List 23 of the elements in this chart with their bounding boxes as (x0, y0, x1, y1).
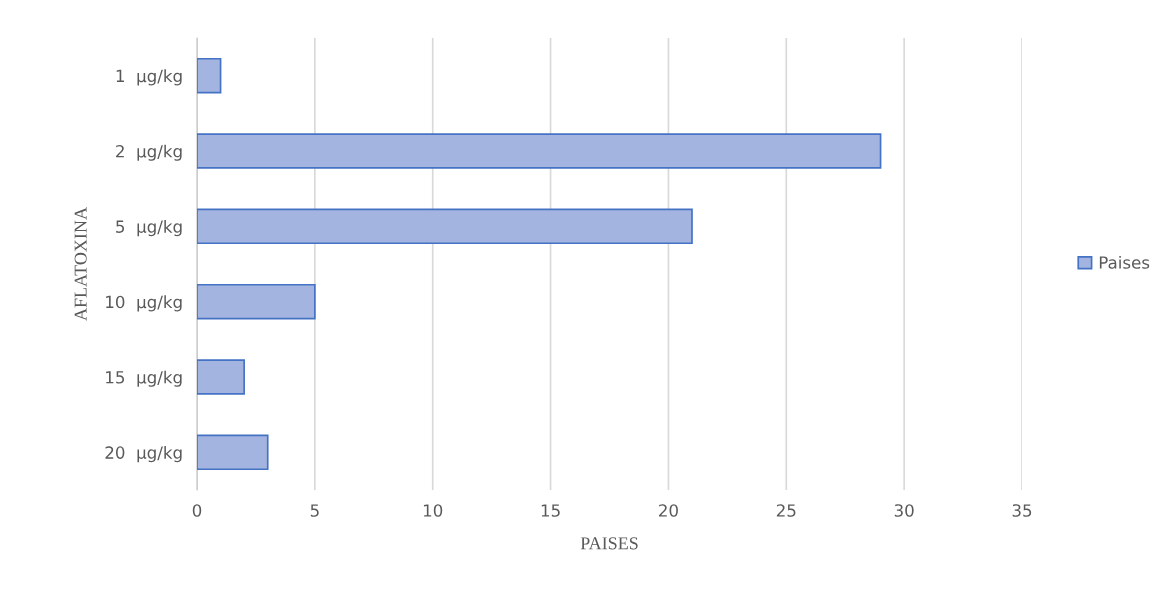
y-axis-title: AFLATOXINA (74, 207, 87, 321)
x-axis-title: PAISES (580, 537, 638, 550)
x-tick-label: 0 (192, 504, 202, 517)
bar (197, 434, 269, 471)
x-tick-label: 30 (894, 504, 914, 517)
y-tick-label: 2 µg/kg (116, 144, 182, 161)
y-tick-label: 10 µg/kg (106, 295, 182, 312)
y-tick-label: 15 µg/kg (106, 370, 182, 387)
legend-label: Paises (1099, 255, 1150, 269)
x-tick-label: 20 (659, 504, 678, 517)
x-tick-label: 15 (541, 504, 560, 517)
x-tick-label: 25 (776, 504, 796, 517)
bar (197, 283, 316, 320)
bar (197, 57, 222, 94)
y-tick-label: 5 µg/kg (116, 220, 182, 237)
y-tick-label: 1 µg/kg (116, 69, 182, 86)
bar (197, 359, 245, 395)
y-tick-label: 20 µg/kg (105, 446, 182, 463)
x-tick-label: 35 (1012, 504, 1032, 517)
x-tick-label: 5 (310, 504, 319, 517)
x-tick-label: 10 (423, 504, 443, 517)
bar (197, 133, 882, 169)
bar (197, 208, 693, 245)
